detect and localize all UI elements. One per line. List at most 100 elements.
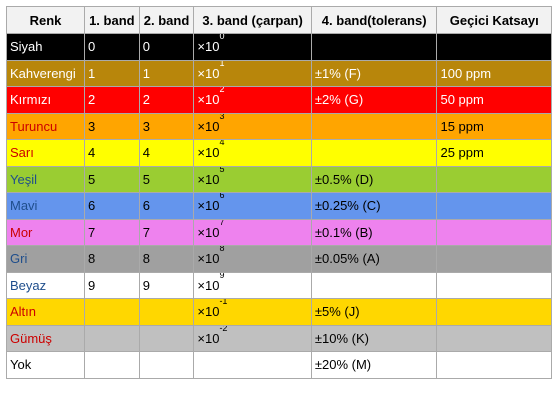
temp-coefficient-cell xyxy=(436,298,552,326)
color-name-cell: Mavi xyxy=(6,192,85,220)
tolerance-cell xyxy=(310,139,438,167)
multiplier-exponent: 1 xyxy=(219,60,225,68)
color-name-cell: Yeşil xyxy=(6,165,85,193)
temp-coefficient-cell xyxy=(436,351,552,379)
multiplier-exponent: -2 xyxy=(219,325,228,333)
multiplier-cell: ×107 xyxy=(193,218,312,246)
multiplier-exponent: 3 xyxy=(219,113,225,121)
band-1-cell: 9 xyxy=(84,271,140,299)
table-row: Sarı 4 4 ×104 25 ppm xyxy=(6,139,552,167)
color-name-cell: Mor xyxy=(6,218,85,246)
band-1-cell: 8 xyxy=(84,245,140,273)
temp-coefficient-cell: 100 ppm xyxy=(436,59,552,87)
tolerance-cell: ±0.25% (C) xyxy=(310,192,438,220)
table-row: Altın ×10-1 ±5% (J) xyxy=(6,298,552,326)
temp-coefficient-cell: 15 ppm xyxy=(436,112,552,140)
table-row: Mor 7 7 ×107 ±0.1% (B) xyxy=(6,218,552,246)
multiplier-exponent: 6 xyxy=(219,192,225,201)
color-name-cell: Gri xyxy=(6,245,85,273)
header-band-4-tolerance: 4. band(tolerans) xyxy=(310,6,438,34)
color-name-cell: Gümüş xyxy=(6,324,85,352)
header-color: Renk xyxy=(6,6,85,34)
band-1-cell: 6 xyxy=(84,192,140,220)
color-name-cell: Siyah xyxy=(6,33,85,61)
multiplier-base: ×10 xyxy=(197,330,220,346)
multiplier-base: ×10 xyxy=(197,251,220,267)
multiplier-cell: ×10-1 xyxy=(193,298,312,326)
band-1-cell: 4 xyxy=(84,139,140,167)
multiplier-cell: ×105 xyxy=(193,165,312,193)
band-2-cell: 3 xyxy=(138,112,195,140)
table-row: Gümüş ×10-2 ±10% (K) xyxy=(6,324,552,352)
band-2-cell: 4 xyxy=(138,139,195,167)
band-2-cell xyxy=(138,298,195,326)
temp-coefficient-cell xyxy=(436,218,552,246)
band-2-cell: 6 xyxy=(138,192,195,220)
multiplier-cell: ×106 xyxy=(193,192,312,220)
multiplier-cell: ×102 xyxy=(193,86,312,114)
band-1-cell xyxy=(84,324,140,352)
multiplier-exponent: 0 xyxy=(219,33,225,42)
table-row: Yok ±20% (M) xyxy=(6,351,552,379)
multiplier-exponent: 5 xyxy=(219,166,225,174)
table-row: Kırmızı 2 2 ×102 ±2% (G) 50 ppm xyxy=(6,86,552,114)
tolerance-cell: ±1% (F) xyxy=(310,59,438,87)
temp-coefficient-cell xyxy=(436,324,552,352)
temp-coefficient-cell xyxy=(436,165,552,193)
table-row: Gri 8 8 ×108 ±0.05% (A) xyxy=(6,245,552,273)
color-name-cell: Kahverengi xyxy=(6,59,85,87)
tolerance-cell xyxy=(310,112,438,140)
resistor-color-code-table: Renk 1. band 2. band 3. band (çarpan) 4.… xyxy=(6,6,552,379)
header-band-2: 2. band xyxy=(138,6,195,34)
multiplier-exponent: 9 xyxy=(219,272,225,280)
temp-coefficient-cell xyxy=(436,192,552,220)
band-2-cell: 7 xyxy=(138,218,195,246)
temp-coefficient-cell xyxy=(436,245,552,273)
tolerance-cell: ±0.05% (A) xyxy=(310,245,438,273)
multiplier-exponent: 4 xyxy=(219,139,225,148)
band-2-cell: 0 xyxy=(138,33,195,61)
table-row: Siyah 0 0 ×100 xyxy=(6,33,552,61)
multiplier-cell: ×10-2 xyxy=(193,324,312,352)
tolerance-cell: ±2% (G) xyxy=(310,86,438,114)
multiplier-base: ×10 xyxy=(197,304,220,320)
multiplier-cell: ×104 xyxy=(193,139,312,167)
multiplier-base: ×10 xyxy=(197,171,220,187)
header-row: Renk 1. band 2. band 3. band (çarpan) 4.… xyxy=(6,6,552,34)
multiplier-cell: ×109 xyxy=(193,271,312,299)
table-row: Turuncu 3 3 ×103 15 ppm xyxy=(6,112,552,140)
multiplier-cell: ×103 xyxy=(193,112,312,140)
band-1-cell: 2 xyxy=(84,86,140,114)
table-row: Yeşil 5 5 ×105 ±0.5% (D) xyxy=(6,165,552,193)
temp-coefficient-cell: 50 ppm xyxy=(436,86,552,114)
band-1-cell: 1 xyxy=(84,59,140,87)
multiplier-base: ×10 xyxy=(197,277,220,293)
band-2-cell xyxy=(138,351,195,379)
temp-coefficient-cell xyxy=(436,271,552,299)
table-row: Kahverengi 1 1 ×101 ±1% (F) 100 ppm xyxy=(6,59,552,87)
tolerance-cell: ±10% (K) xyxy=(310,324,438,352)
band-2-cell: 8 xyxy=(138,245,195,273)
multiplier-cell: ×101 xyxy=(193,59,312,87)
header-temp-coefficient: Geçici Katsayı xyxy=(436,6,552,34)
multiplier-cell: ×100 xyxy=(193,33,312,61)
table-row: Beyaz 9 9 ×109 xyxy=(6,271,552,299)
multiplier-base: ×10 xyxy=(197,224,220,240)
multiplier-base: ×10 xyxy=(197,39,220,55)
table-row: Mavi 6 6 ×106 ±0.25% (C) xyxy=(6,192,552,220)
multiplier-exponent: 8 xyxy=(219,245,225,254)
header-band-3-multiplier: 3. band (çarpan) xyxy=(193,6,312,34)
color-name-cell: Kırmızı xyxy=(6,86,85,114)
multiplier-cell: ×108 xyxy=(193,245,312,273)
band-2-cell: 1 xyxy=(138,59,195,87)
tolerance-cell: ±20% (M) xyxy=(310,351,438,379)
multiplier-base: ×10 xyxy=(197,145,220,161)
band-1-cell xyxy=(84,351,140,379)
multiplier-base: ×10 xyxy=(197,118,220,134)
tolerance-cell xyxy=(310,33,438,61)
color-name-cell: Altın xyxy=(6,298,85,326)
band-1-cell: 7 xyxy=(84,218,140,246)
multiplier-exponent: -1 xyxy=(219,298,228,307)
multiplier-base: ×10 xyxy=(197,198,220,214)
color-name-cell: Sarı xyxy=(6,139,85,167)
